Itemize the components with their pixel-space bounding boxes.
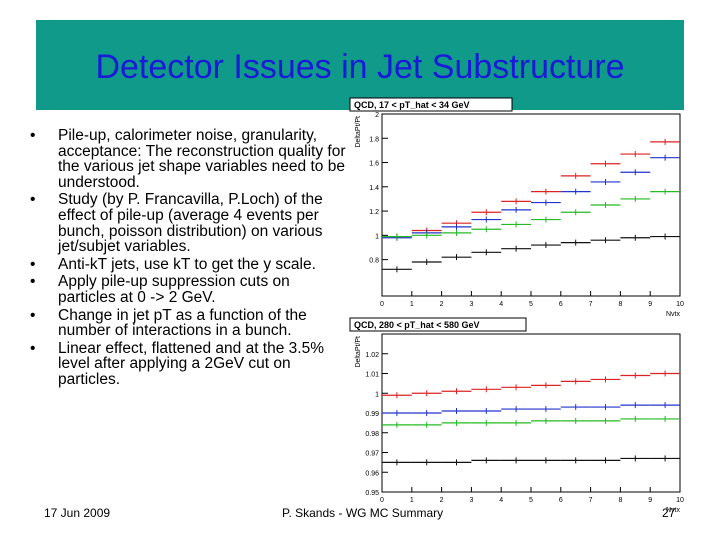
bullet-item: Apply pile-up suppression cuts on partic… <box>30 274 350 305</box>
footer-date: 17 Jun 2009 <box>44 506 111 520</box>
y-tick-label: 2 <box>375 112 379 119</box>
series-green <box>382 415 680 428</box>
bullet-list: Pile-up, calorimeter noise, granularity,… <box>30 128 350 390</box>
y-tick-label: 1.02 <box>365 352 379 359</box>
x-tick-label: 4 <box>499 301 503 308</box>
x-tick-label: 1 <box>410 301 414 308</box>
bullet-item: Study (by P. Francavilla, P.Loch) of the… <box>30 192 350 254</box>
y-tick-label: 1.4 <box>369 185 379 192</box>
x-tick-label: 10 <box>676 497 684 504</box>
chart-low-pt: QCD, 17 < pT_hat < 34 GeV 0 1 2 3 4 5 6 7 8 9 10 0.8… <box>349 97 684 318</box>
y-tick-label: 1.01 <box>365 372 379 379</box>
y-tick-label: 1 <box>375 233 379 240</box>
slide-title: Detector Issues in Jet Substructure <box>95 48 625 86</box>
x-tick-label: 0 <box>380 497 384 504</box>
title-bar <box>36 20 684 110</box>
y-tick-label: 0.99 <box>365 411 379 418</box>
y-tick-label: 1.2 <box>369 209 379 216</box>
x-tick-label: 2 <box>440 301 444 308</box>
chart-title-box <box>349 97 513 112</box>
y-tick-label: 0.97 <box>365 451 379 458</box>
x-tick-label: 6 <box>559 301 563 308</box>
bullet-item: Anti-kT jets, use kT to get the y scale. <box>30 257 350 273</box>
x-axis-label: Nvtx <box>666 311 681 318</box>
x-axis-label: Nvtx <box>666 507 681 512</box>
y-tick-label: 0.95 <box>365 490 379 497</box>
chart-high-pt: QCD, 280 < pT_hat < 580 GeV 0 1 2 3 4 5 6 7 8 9 10 0… <box>349 317 684 512</box>
y-tick-label: 0.8 <box>369 258 379 265</box>
plot-frame <box>381 113 681 297</box>
x-tick-label: 8 <box>618 497 622 504</box>
x-tick-label: 8 <box>618 301 622 308</box>
y-tick-label: 1.6 <box>369 161 379 168</box>
series-black <box>382 455 680 466</box>
x-tick-label: 6 <box>559 497 563 504</box>
y-tick-label: 1.8 <box>369 136 379 143</box>
y-axis-label: DeltaPt/Pt <box>355 336 362 368</box>
series-red <box>382 370 680 399</box>
y-axis-label: DeltaPt/Pt <box>355 116 362 148</box>
bullet-item: Linear effect, flattened and at the 3.5%… <box>30 340 350 388</box>
series-green <box>382 188 680 240</box>
y-tick-label: 1 <box>375 391 379 398</box>
bullet-item: Change in jet pT as a function of the nu… <box>30 307 350 339</box>
series-black <box>382 233 680 273</box>
x-tick-label: 3 <box>469 497 473 504</box>
x-tick-label: 10 <box>676 301 684 308</box>
x-tick-label: 7 <box>589 497 593 504</box>
y-tick-label: 0.96 <box>365 470 379 477</box>
x-tick-label: 3 <box>469 301 473 308</box>
chart-title: QCD, 280 < pT_hat < 580 GeV <box>354 320 480 330</box>
x-tick-label: 1 <box>410 497 414 504</box>
x-tick-label: 7 <box>589 301 593 308</box>
chart-title-box <box>349 317 527 332</box>
bullet-item: Pile-up, calorimeter noise, granularity,… <box>30 128 350 190</box>
x-tick-label: 5 <box>529 497 533 504</box>
x-tick-label: 0 <box>380 301 384 308</box>
x-tick-label: 2 <box>440 497 444 504</box>
x-tick-label: 9 <box>648 301 652 308</box>
x-tick-label: 9 <box>648 497 652 504</box>
footer-title: P. Skands - WG MC Summary <box>282 506 444 520</box>
page-number: 27 <box>662 506 676 520</box>
chart-title: QCD, 17 < pT_hat < 34 GeV <box>354 100 470 110</box>
y-tick-label: 0.98 <box>365 431 379 438</box>
x-tick-label: 4 <box>499 497 503 504</box>
series-blue <box>382 402 680 416</box>
x-tick-label: 5 <box>529 301 533 308</box>
